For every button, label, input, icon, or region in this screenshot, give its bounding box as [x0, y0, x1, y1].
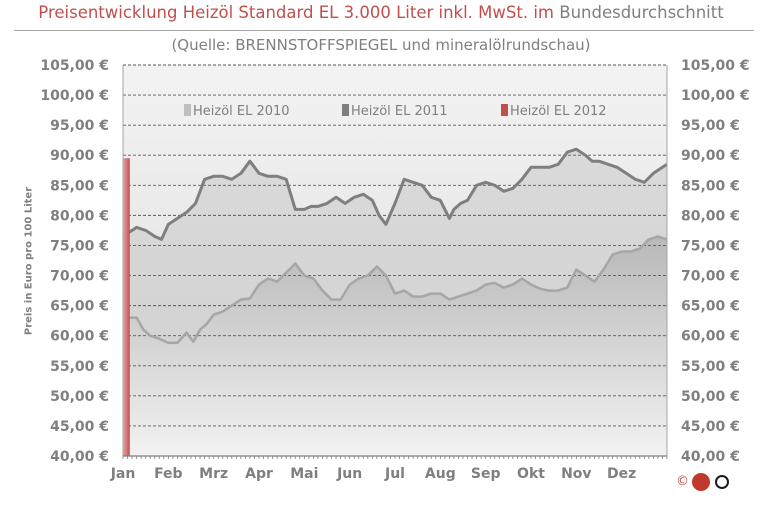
y-tick-label-left: 105,00 €	[40, 58, 109, 74]
x-tick-label: Jun	[336, 466, 362, 482]
y-tick-label-right: 60,00 €	[681, 329, 740, 345]
y-tick-label-left: 45,00 €	[50, 419, 109, 435]
legend-label: Heizöl EL 2011	[351, 104, 448, 119]
chart-subtitle: (Quelle: BRENNSTOFFSPIEGEL und mineralöl…	[171, 36, 591, 54]
x-tick-label: Mrz	[199, 466, 228, 482]
y-tick-label-right: 85,00 €	[681, 178, 740, 194]
y-tick-label-right: 50,00 €	[681, 389, 740, 405]
title-divider	[14, 30, 754, 31]
y-tick-label-left: 85,00 €	[50, 178, 109, 194]
y-tick-label-right: 100,00 €	[681, 88, 750, 104]
y-tick-label-right: 95,00 €	[681, 118, 740, 134]
y-tick-label-left: 40,00 €	[50, 449, 109, 465]
y-tick-label-left: 70,00 €	[50, 269, 109, 285]
x-tick-label: Sep	[471, 466, 501, 482]
series-2010-line	[122, 235, 668, 345]
chart-title-main: Preisentwicklung Heizöl Standard EL 3.00…	[38, 3, 554, 22]
legend-label: Heizöl EL 2010	[193, 104, 290, 119]
series-2011-line	[122, 147, 668, 241]
legend-swatch	[501, 104, 508, 116]
chart-title: Preisentwicklung Heizöl Standard EL 3.00…	[0, 3, 762, 22]
logo-ring-icon	[715, 475, 729, 489]
y-tick-label-left: 75,00 €	[50, 238, 109, 254]
y-tick-label-left: 90,00 €	[50, 148, 109, 164]
series-2012-bar	[123, 158, 130, 456]
x-tick-label: Feb	[154, 466, 183, 482]
legend-label: Heizöl EL 2012	[510, 104, 607, 119]
y-tick-label-right: 80,00 €	[681, 208, 740, 224]
x-tick-label: Apr	[245, 466, 273, 482]
y-tick-label-left: 65,00 €	[50, 299, 109, 315]
y-tick-label-right: 105,00 €	[681, 58, 750, 74]
x-tick-label: Jan	[110, 466, 136, 482]
x-tick-label: Mai	[290, 466, 318, 482]
logo-red-dot-icon	[692, 473, 710, 491]
copyright-symbol: ©	[676, 474, 689, 489]
y-tick-label-left: 95,00 €	[50, 118, 109, 134]
x-tick-label: Jul	[384, 466, 405, 482]
y-tick-label-right: 65,00 €	[681, 299, 740, 315]
y-tick-label-left: 60,00 €	[50, 329, 109, 345]
x-tick-label: Dez	[607, 466, 636, 482]
y-tick-label-right: 70,00 €	[681, 269, 740, 285]
x-tick-label: Nov	[561, 466, 591, 482]
y-tick-label-left: 55,00 €	[50, 359, 109, 375]
y-tick-label-right: 75,00 €	[681, 238, 740, 254]
legend-swatch	[342, 104, 349, 116]
y-tick-label-right: 45,00 €	[681, 419, 740, 435]
y-tick-label-right: 90,00 €	[681, 148, 740, 164]
y-tick-label-left: 50,00 €	[50, 389, 109, 405]
y-tick-label-right: 55,00 €	[681, 359, 740, 375]
x-tick-label: Aug	[425, 466, 456, 482]
y-tick-label-left: 100,00 €	[40, 88, 109, 104]
y-tick-label-left: 80,00 €	[50, 208, 109, 224]
series-2010-area	[123, 236, 667, 456]
chart-title-suffix: Bundesdurchschnitt	[559, 3, 724, 22]
ceto-logo: ©	[676, 473, 736, 493]
legend-swatch	[184, 104, 191, 116]
x-tick-label: Okt	[517, 466, 545, 482]
y-tick-label-right: 40,00 €	[681, 449, 740, 465]
